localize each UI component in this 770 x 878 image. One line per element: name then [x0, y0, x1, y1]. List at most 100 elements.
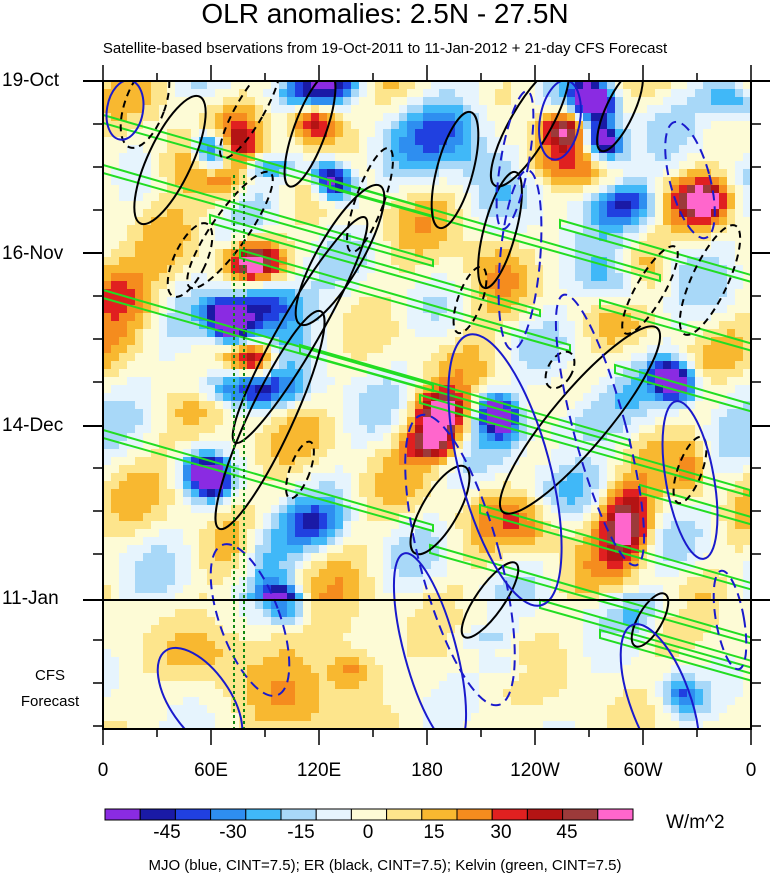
olr-cell: [183, 313, 191, 321]
olr-cell: [223, 417, 231, 425]
olr-cell: [655, 449, 663, 457]
olr-cell: [287, 81, 295, 89]
olr-cell: [607, 289, 615, 297]
olr-cell: [247, 225, 255, 233]
olr-cell: [239, 241, 247, 249]
olr-cell: [743, 105, 751, 113]
olr-cell: [647, 177, 655, 185]
olr-cell: [143, 505, 151, 513]
olr-cell: [471, 257, 479, 265]
olr-cell: [215, 289, 223, 297]
olr-cell: [191, 289, 199, 297]
olr-cell: [687, 105, 695, 113]
olr-cell: [287, 193, 295, 201]
olr-cell: [119, 417, 127, 425]
olr-cell: [415, 513, 423, 521]
olr-cell: [183, 393, 191, 401]
olr-cell: [247, 521, 255, 529]
olr-cell: [543, 545, 551, 553]
olr-cell: [375, 265, 383, 273]
olr-cell: [183, 289, 191, 297]
olr-cell: [447, 273, 455, 281]
olr-cell: [351, 249, 359, 257]
olr-cell: [119, 465, 127, 473]
olr-cell: [511, 321, 519, 329]
olr-cell: [455, 89, 463, 97]
olr-cell: [143, 217, 151, 225]
olr-cell: [487, 337, 495, 345]
olr-cell: [199, 481, 207, 489]
olr-cell: [199, 329, 207, 337]
olr-cell: [215, 113, 223, 121]
olr-cell: [127, 297, 135, 305]
olr-cell: [303, 433, 311, 441]
olr-cell: [423, 473, 431, 481]
olr-cell: [679, 385, 687, 393]
olr-cell: [431, 377, 439, 385]
olr-cell: [711, 161, 719, 169]
olr-cell: [111, 121, 119, 129]
olr-cell: [335, 177, 343, 185]
olr-cell: [575, 169, 583, 177]
olr-cell: [535, 225, 543, 233]
olr-cell: [127, 513, 135, 521]
olr-cell: [255, 513, 263, 521]
olr-cell: [431, 97, 439, 105]
olr-cell: [159, 449, 167, 457]
olr-cell: [431, 473, 439, 481]
olr-cell: [287, 393, 295, 401]
olr-cell: [351, 417, 359, 425]
olr-cell: [439, 529, 447, 537]
olr-cell: [511, 121, 519, 129]
olr-cell: [183, 449, 191, 457]
olr-cell: [391, 209, 399, 217]
olr-cell: [415, 457, 423, 465]
olr-cell: [687, 113, 695, 121]
olr-cell: [615, 249, 623, 257]
olr-cell: [535, 513, 543, 521]
olr-cell: [175, 329, 183, 337]
olr-cell: [143, 329, 151, 337]
olr-cell: [639, 185, 647, 193]
olr-cell: [159, 481, 167, 489]
olr-cell: [519, 217, 527, 225]
olr-cell: [527, 81, 535, 89]
olr-cell: [215, 505, 223, 513]
olr-cell: [151, 313, 159, 321]
olr-cell: [655, 193, 663, 201]
olr-cell: [407, 265, 415, 273]
olr-cell: [135, 241, 143, 249]
olr-cell: [431, 449, 439, 457]
olr-cell: [591, 521, 599, 529]
olr-cell: [335, 433, 343, 441]
olr-cell: [551, 265, 559, 273]
olr-cell: [575, 513, 583, 521]
olr-cell: [487, 121, 495, 129]
olr-cell: [447, 353, 455, 361]
olr-cell: [383, 313, 391, 321]
olr-cell: [271, 441, 279, 449]
olr-cell: [439, 521, 447, 529]
olr-cell: [687, 465, 695, 473]
olr-cell: [655, 345, 663, 353]
olr-cell: [247, 513, 255, 521]
olr-cell: [191, 497, 199, 505]
olr-cell: [695, 545, 703, 553]
olr-cell: [695, 89, 703, 97]
olr-cell: [359, 153, 367, 161]
olr-cell: [231, 81, 239, 89]
olr-cell: [327, 249, 335, 257]
olr-cell: [495, 121, 503, 129]
olr-cell: [463, 473, 471, 481]
olr-cell: [279, 185, 287, 193]
olr-cell: [687, 249, 695, 257]
olr-cell: [343, 401, 351, 409]
olr-cell: [231, 129, 239, 137]
olr-cell: [295, 393, 303, 401]
olr-cell: [415, 249, 423, 257]
olr-cell: [407, 289, 415, 297]
olr-cell: [223, 265, 231, 273]
olr-cell: [375, 457, 383, 465]
olr-cell: [471, 81, 479, 89]
olr-cell: [231, 169, 239, 177]
